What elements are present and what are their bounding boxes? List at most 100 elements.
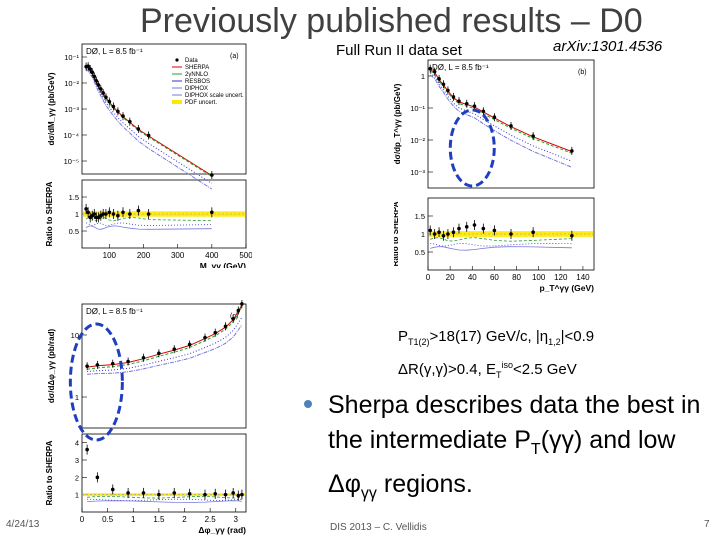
data-point (111, 104, 116, 109)
slide-subtitle: Full Run II data set (336, 42, 462, 59)
data-point (464, 101, 469, 106)
ratio-point (86, 210, 90, 215)
data-point (240, 302, 244, 306)
ratio-point (240, 492, 244, 497)
data-point (116, 109, 120, 114)
x-tick-label: 2 (182, 515, 187, 524)
x-tick-label: 300 (171, 251, 185, 260)
y-axis-label: dσ/dM_γγ (pb/GeV) (47, 72, 56, 145)
data-point (213, 330, 218, 335)
legend-entry: PDF uncert. (185, 100, 217, 106)
data-point (472, 104, 477, 108)
nnlo-curve (87, 306, 243, 370)
data-point (136, 127, 141, 131)
ratio-point (446, 232, 450, 236)
nnlo-ratio (430, 237, 572, 242)
x-tick-label: 0 (426, 273, 431, 282)
ratio-point (481, 226, 486, 231)
x-axis-label: p_T^γγ (GeV) (539, 283, 594, 293)
ratio-tick-label: 1 (75, 210, 79, 219)
footer-presenter: DIS 2013 – C. Vellidis (330, 522, 427, 533)
data-point (509, 124, 513, 128)
data-point (223, 324, 228, 329)
ratio-point (146, 212, 151, 216)
x-tick-label: 20 (446, 273, 455, 282)
x-tick-label: 100 (103, 251, 117, 260)
y-tick-label: 10⁻³ (64, 105, 79, 114)
cuts-line-1: PT1(2)>18(17) GeV/c, |η1,2|<0.9 (398, 328, 595, 347)
ratio-point (492, 228, 497, 233)
ratio-tick-label: 0.5 (415, 248, 425, 257)
ratio-axis-label: Ratio to SHERPA (45, 181, 54, 246)
ratio-point (437, 230, 441, 234)
diphox-ratio (430, 246, 572, 251)
data-point (98, 87, 103, 91)
x-tick-label: 0 (80, 515, 85, 524)
ratio-point (203, 492, 207, 497)
legend-entry: DIPHOX (185, 86, 208, 92)
ratio-point (128, 212, 132, 216)
data-point (428, 66, 433, 71)
highlight-ellipse (448, 108, 496, 188)
diphox-ratio (85, 225, 212, 230)
ratio-point (157, 492, 161, 497)
ratio-point (428, 228, 433, 233)
bullet-conclusion: Sherpa describes data the best in the in… (328, 391, 701, 502)
main-frame (81, 43, 247, 175)
ratio-point (432, 232, 437, 236)
ratio-tick-label: 0.5 (69, 227, 79, 236)
ratio-point (210, 210, 214, 215)
ratio-point (472, 223, 477, 227)
ratio-point (111, 212, 116, 216)
data-point (231, 316, 235, 321)
cuts-line-2: ΔR(γ,γ)>0.4, ETiso<2.5 GeV (398, 360, 577, 380)
ratio-axis-label: Ratio to SHERPA (394, 201, 400, 266)
x-axis-label: M_γγ (GeV) (200, 261, 246, 268)
data-point (94, 79, 99, 83)
data-point (210, 173, 214, 177)
x-tick-label: 400 (205, 251, 219, 260)
resbos-curve (87, 316, 243, 372)
y-tick-label: 10⁻⁴ (63, 131, 79, 140)
resbos-ratio (87, 498, 242, 502)
ratio-point (570, 234, 574, 238)
x-tick-label: 1.5 (153, 515, 165, 524)
data-point (492, 115, 497, 119)
ratio-point (121, 210, 125, 215)
y-tick-label: 10⁻⁵ (64, 157, 79, 166)
resbos-curve (429, 72, 573, 162)
legend-entry: SHERPA (185, 65, 209, 71)
y-tick-label: 1 (421, 72, 425, 81)
ratio-point (464, 225, 469, 229)
data-point (121, 114, 125, 118)
ratio-tick-label: 1 (75, 491, 79, 500)
ratio-point (116, 213, 120, 218)
legend-entry: 2γNNLO (185, 72, 208, 78)
ratio-point (231, 491, 235, 495)
data-point (481, 109, 486, 114)
data-point (432, 69, 437, 74)
ratio-axis-label: Ratio to SHERPA (45, 440, 54, 505)
resbos-ratio (85, 222, 212, 226)
ratio-point (107, 210, 112, 215)
pdf-uncertainty-band (83, 493, 245, 497)
data-point (101, 91, 105, 95)
data-point (128, 119, 132, 124)
data-point (146, 133, 151, 138)
x-tick-label: 200 (137, 251, 151, 260)
ratio-point (531, 230, 535, 234)
plot-dphi: DØ, L = 8.5 fb⁻¹ (c) dσ/dΔφ_γγ (pb/rad) Rat… (40, 300, 252, 536)
ratio-point (104, 212, 108, 216)
ratio-point (451, 230, 456, 234)
sherpa-curve (87, 304, 243, 368)
ratio-tick-label: 4 (75, 439, 79, 448)
panel-label: (a) (230, 53, 239, 60)
data-point (451, 95, 456, 99)
panel-label: (b) (578, 69, 587, 76)
data-point (437, 77, 441, 81)
x-tick-label: 2.5 (205, 515, 217, 524)
ratio-point (126, 491, 130, 495)
arxiv-reference: arXiv:1301.4536 (553, 38, 663, 55)
diphox-curve (86, 70, 213, 190)
data-point (85, 364, 89, 368)
